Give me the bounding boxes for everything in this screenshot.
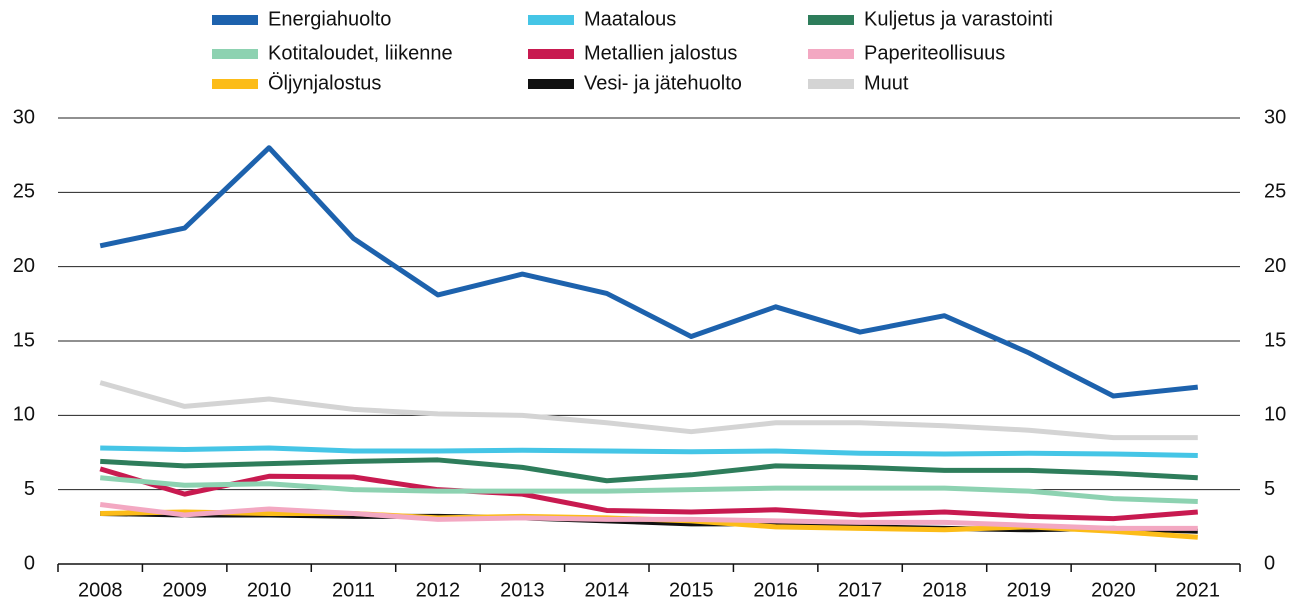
- legend-swatch: [528, 79, 574, 89]
- legend-swatch: [808, 49, 854, 59]
- series-line: [99, 380, 1198, 441]
- x-tick-label: 2017: [838, 579, 883, 601]
- y-tick-label: 25: [13, 181, 35, 203]
- x-tick-label: 2012: [416, 579, 461, 601]
- y-tick-label: 10: [13, 404, 35, 426]
- legend-label: Kuljetus ja varastointi: [864, 8, 1053, 30]
- legend-swatch: [528, 15, 574, 25]
- y2-tick-label: 10: [1264, 404, 1286, 426]
- y2-tick-label: 30: [1264, 106, 1286, 128]
- legend-label: Kotitaloudet, liikenne: [268, 42, 453, 64]
- series-line: [100, 445, 1198, 458]
- x-tick-label: 2010: [247, 579, 292, 601]
- legend-label: Energiahuolto: [268, 8, 391, 30]
- series-line: [100, 457, 1198, 484]
- x-tick-label: 2019: [1007, 579, 1052, 601]
- x-tick-label: 2013: [500, 579, 545, 601]
- y2-tick-label: 20: [1264, 255, 1286, 277]
- legend-label: Muut: [864, 72, 909, 94]
- legend-swatch: [528, 49, 574, 59]
- x-tick-label: 2015: [669, 579, 714, 601]
- x-tick-label: 2018: [922, 579, 967, 601]
- legend-label: Vesi- ja jätehuolto: [584, 72, 742, 94]
- y-tick-label: 20: [13, 255, 35, 277]
- legend-swatch: [212, 79, 258, 89]
- y-tick-label: 5: [24, 478, 35, 500]
- series-line: [99, 466, 1198, 522]
- y2-tick-label: 15: [1264, 329, 1286, 351]
- legend-label: Maatalous: [584, 8, 676, 30]
- y-tick-label: 0: [24, 552, 35, 574]
- series-line: [99, 502, 1198, 531]
- legend-swatch: [808, 79, 854, 89]
- y2-tick-label: 5: [1264, 478, 1275, 500]
- x-tick-label: 2009: [162, 579, 207, 601]
- legend-label: Paperiteollisuus: [864, 42, 1005, 64]
- x-tick-label: 2021: [1176, 579, 1221, 601]
- y-tick-label: 30: [13, 106, 35, 128]
- legend-swatch: [808, 15, 854, 25]
- legend-swatch: [212, 49, 258, 59]
- y2-tick-label: 25: [1264, 181, 1286, 203]
- legend-label: Öljynjalostus: [268, 72, 381, 94]
- legend-label: Metallien jalostus: [584, 42, 737, 64]
- y-tick-label: 15: [13, 329, 35, 351]
- x-tick-label: 2014: [585, 579, 630, 601]
- series-line: [99, 145, 1199, 399]
- x-tick-label: 2016: [753, 579, 798, 601]
- series-line: [99, 475, 1198, 505]
- legend-swatch: [212, 15, 258, 25]
- x-tick-label: 2020: [1091, 579, 1136, 601]
- y2-tick-label: 0: [1264, 552, 1275, 574]
- x-tick-label: 2011: [332, 579, 375, 601]
- x-tick-label: 2008: [78, 579, 123, 601]
